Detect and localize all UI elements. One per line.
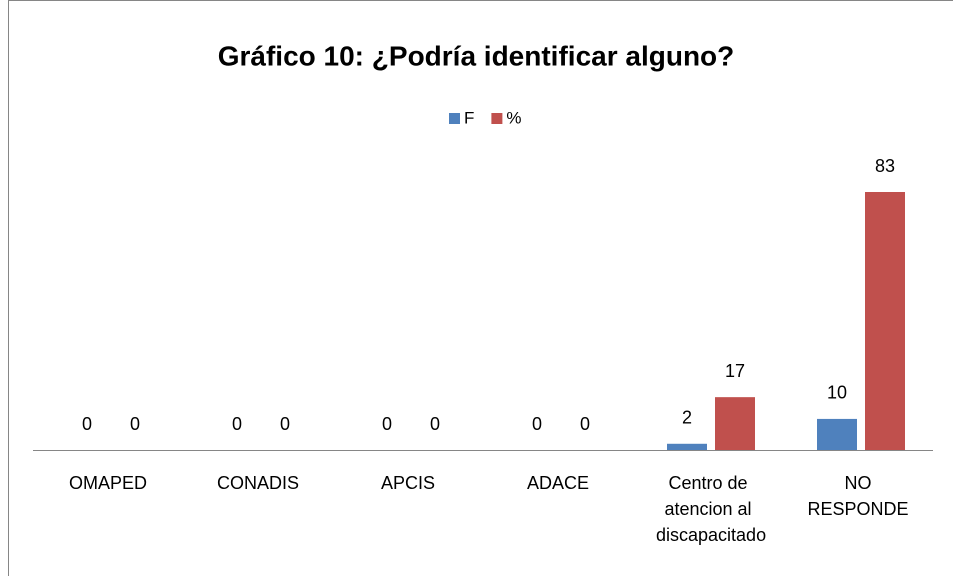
chart-title: Gráfico 10: ¿Podría identificar alguno? bbox=[218, 40, 735, 71]
data-label: 17 bbox=[725, 361, 745, 381]
x-tick-label: Centro de atencion al discapacitado bbox=[656, 473, 767, 545]
bar bbox=[817, 418, 857, 450]
chart-frame bbox=[8, 0, 953, 576]
legend-label: % bbox=[506, 108, 521, 127]
data-label: 83 bbox=[875, 156, 895, 176]
bar bbox=[865, 192, 905, 450]
x-tick-label: NO RESPONDE bbox=[807, 473, 909, 519]
data-label: 0 bbox=[580, 414, 590, 434]
x-tick-label: OMAPED bbox=[68, 473, 147, 493]
data-label: 0 bbox=[532, 414, 542, 434]
data-label: 0 bbox=[82, 414, 92, 434]
data-label: 10 bbox=[827, 383, 847, 403]
data-label: 0 bbox=[382, 414, 392, 434]
data-label: 0 bbox=[430, 414, 440, 434]
legend-swatch bbox=[491, 113, 503, 124]
data-label: 0 bbox=[280, 414, 290, 434]
legend-swatch bbox=[449, 113, 460, 124]
bar bbox=[715, 397, 755, 450]
x-tick-label: ADACE bbox=[526, 473, 589, 493]
x-tick-label: CONADIS bbox=[216, 473, 299, 493]
data-label: 2 bbox=[682, 408, 692, 428]
bar bbox=[667, 443, 707, 450]
x-tick-label: APCIS bbox=[380, 473, 436, 493]
data-label: 0 bbox=[232, 414, 242, 434]
data-label: 0 bbox=[130, 414, 140, 434]
legend-label: F bbox=[464, 108, 474, 127]
